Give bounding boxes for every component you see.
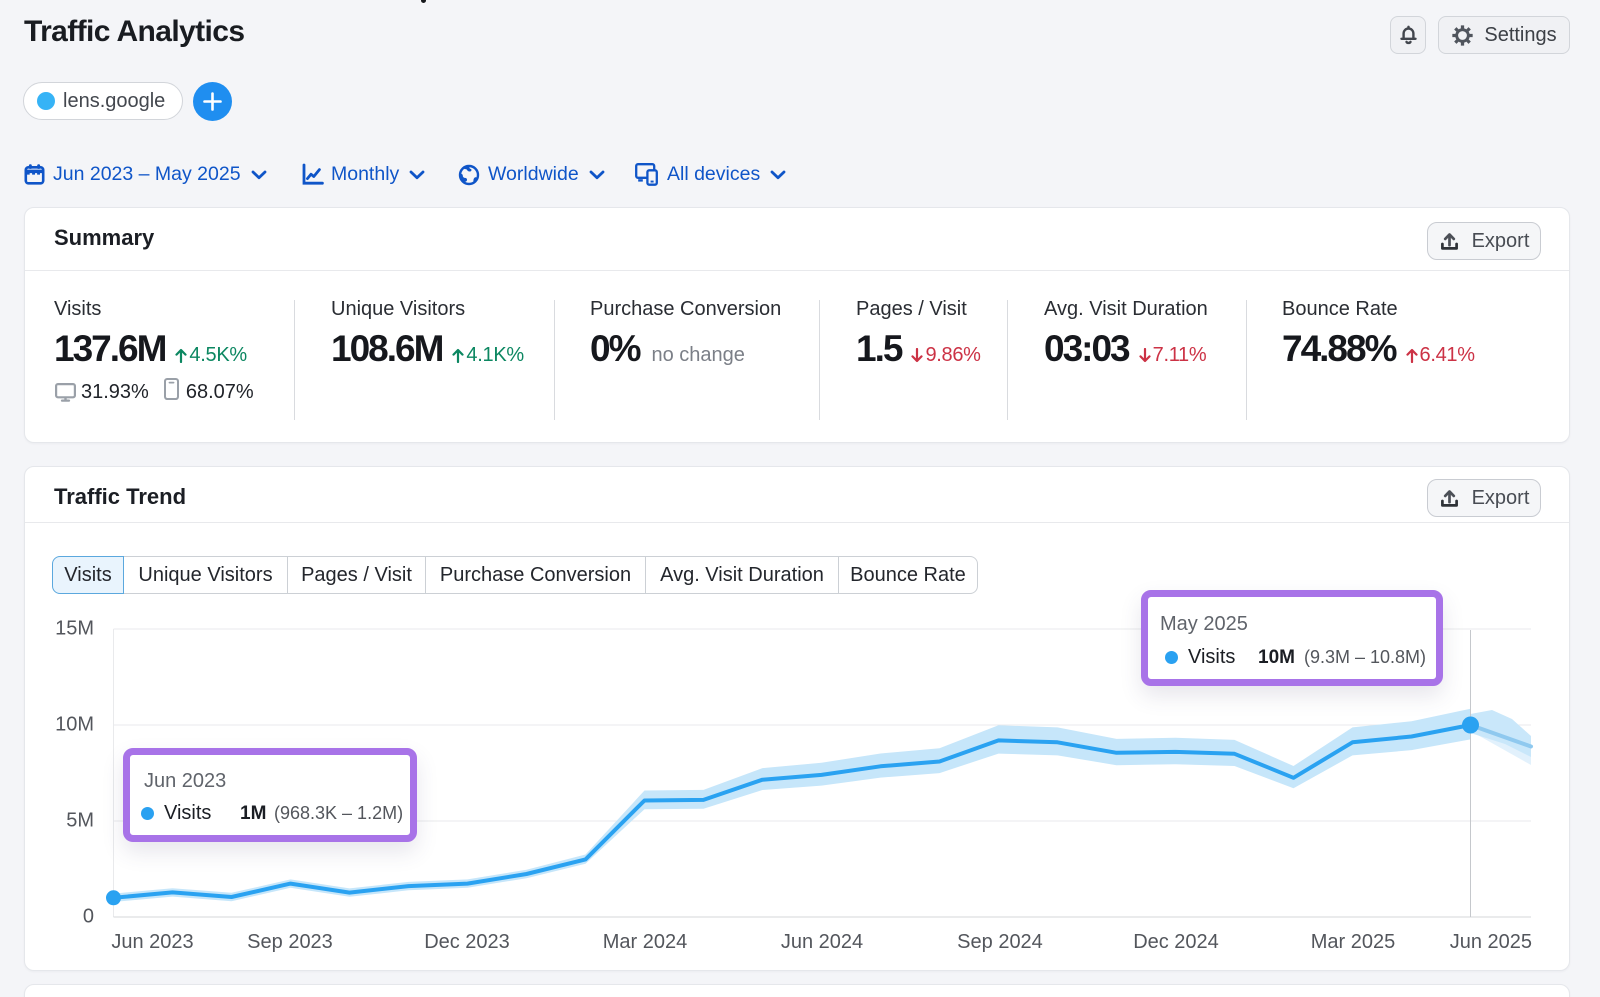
svg-text:Mar 2024: Mar 2024 — [603, 931, 688, 953]
svg-text:Mar 2025: Mar 2025 — [1311, 931, 1396, 953]
svg-text:Jun 2025: Jun 2025 — [1450, 931, 1532, 953]
svg-text:Sep 2023: Sep 2023 — [247, 931, 333, 953]
svg-text:Jun 2023: Jun 2023 — [111, 931, 193, 953]
svg-text:5M: 5M — [66, 810, 94, 832]
svg-text:0: 0 — [83, 906, 94, 928]
svg-text:Sep 2024: Sep 2024 — [957, 931, 1043, 953]
svg-text:15M: 15M — [55, 618, 94, 640]
svg-text:Jun 2024: Jun 2024 — [781, 931, 863, 953]
svg-text:Dec 2024: Dec 2024 — [1133, 931, 1219, 953]
svg-text:10M: 10M — [55, 714, 94, 736]
svg-text:Dec 2023: Dec 2023 — [424, 931, 510, 953]
